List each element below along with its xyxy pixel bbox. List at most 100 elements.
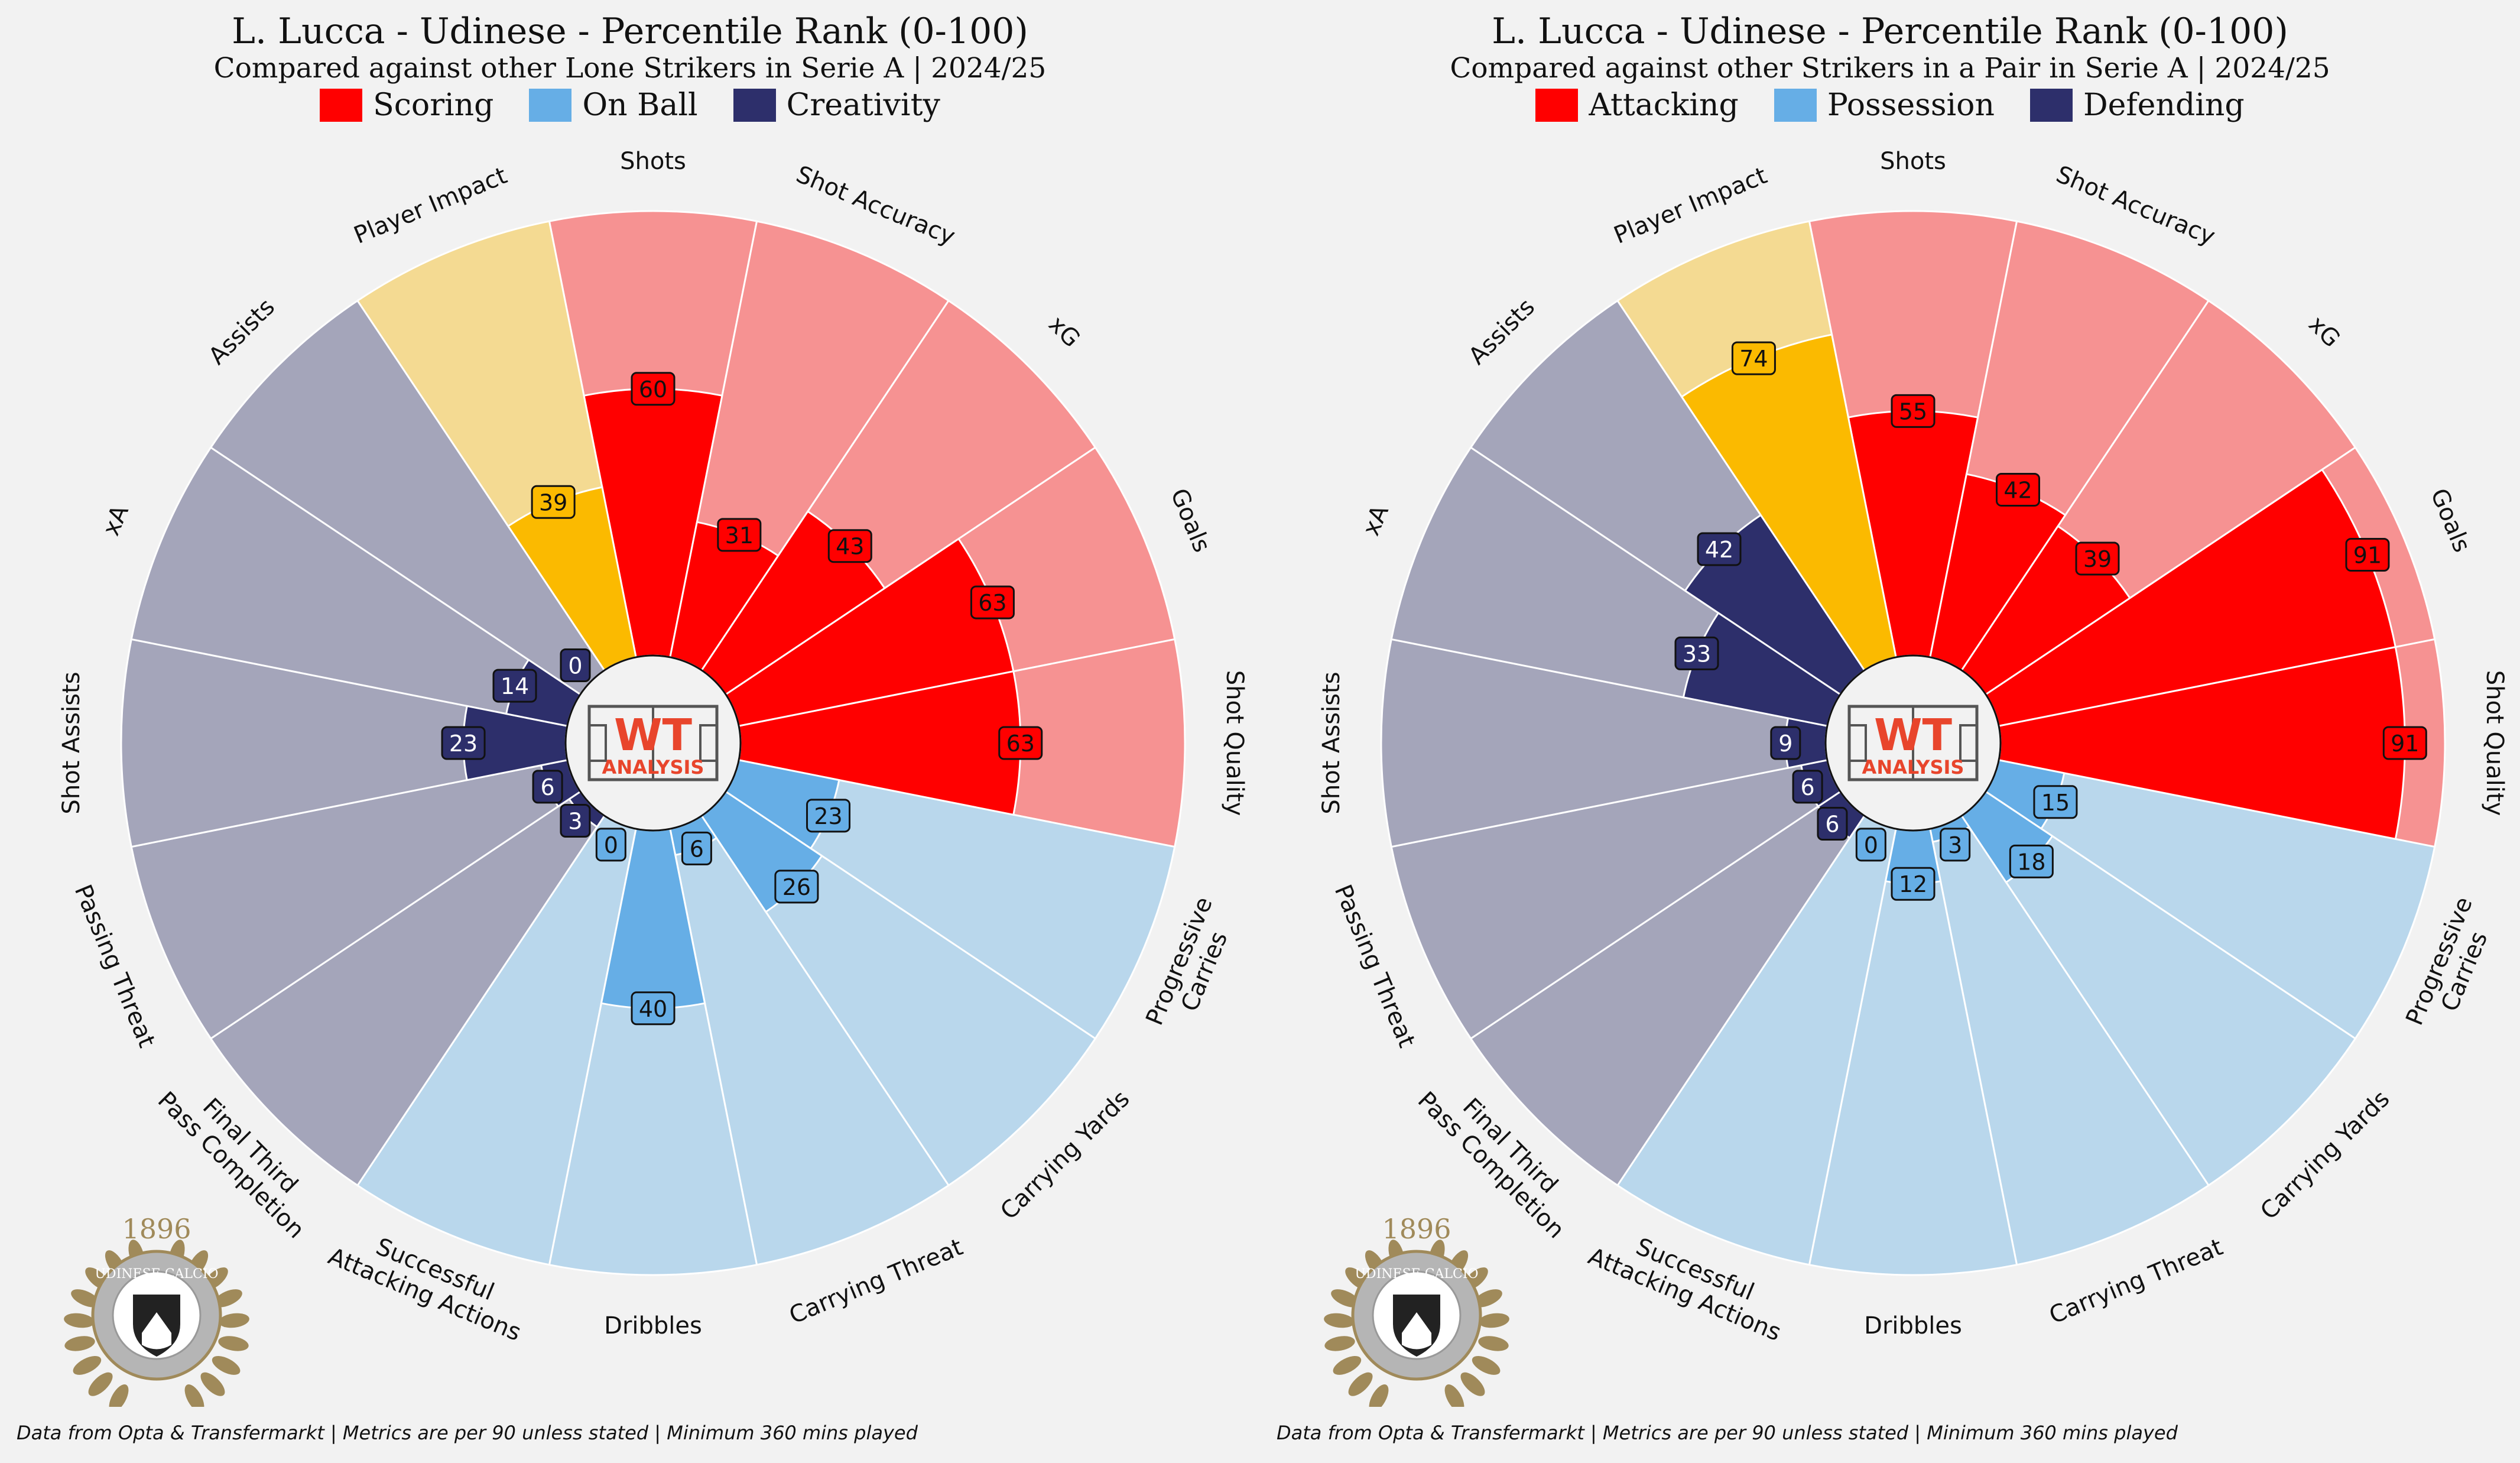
value-text: 91 [2391, 731, 2419, 757]
legend-label: On Ball [582, 87, 698, 123]
legend-item-possession: Possession [1774, 87, 1995, 123]
value-label: 91 [2345, 537, 2390, 572]
value-text: 0 [568, 653, 582, 679]
value-box [2345, 537, 2390, 572]
value-box [532, 770, 563, 804]
value-text: 18 [2017, 849, 2045, 875]
metric-label: xA [1358, 501, 1394, 539]
value-label: 60 [631, 372, 676, 406]
legend-swatch [529, 89, 572, 122]
footer-note: Data from Opta & Transfermarkt | Metrics… [1277, 1422, 2178, 1444]
value-label: 18 [2009, 844, 2054, 878]
value-box [492, 669, 537, 703]
value-text: 42 [1705, 537, 1733, 563]
metric-label: Assists [1463, 293, 1540, 370]
value-label: 63 [970, 585, 1015, 619]
legend-swatch [1774, 89, 1817, 122]
value-box [1770, 726, 1801, 760]
metric-label: xA [98, 501, 134, 539]
value-label: 23 [441, 726, 486, 760]
value-text: 23 [449, 731, 478, 757]
value-text: 26 [782, 874, 811, 900]
value-text: 0 [1864, 832, 1878, 858]
value-text: 6 [1800, 774, 1814, 800]
metric-label: Dribbles [1864, 1312, 1962, 1339]
value-label: 6 [681, 831, 712, 865]
value-text: 6 [1825, 812, 1839, 838]
value-label: 15 [2033, 785, 2078, 819]
value-box [1891, 394, 1936, 428]
value-box [531, 485, 576, 519]
legend-item-attacking: Attacking [1535, 87, 1739, 123]
logo-wordmark: ANALYSIS [1862, 756, 1964, 778]
legend: Scoring On Ball Creativity [0, 87, 1260, 123]
value-text: 55 [1899, 398, 1927, 424]
legend-label: Attacking [1589, 87, 1739, 123]
metric-label: Goals [1165, 485, 1215, 556]
logo-wordmark: ANALYSIS [602, 756, 704, 778]
legend-item-defending: Defending [2029, 87, 2245, 123]
legend-label: Scoring [373, 87, 494, 123]
logo-mark: WT [1874, 710, 1953, 761]
value-text: 42 [2003, 477, 2032, 503]
value-text: 3 [568, 809, 582, 835]
value-label: 33 [1674, 636, 1719, 670]
value-box [717, 518, 762, 552]
value-label: 0 [595, 828, 626, 862]
logo-mark: WT [614, 710, 693, 761]
value-box [806, 799, 851, 833]
value-text: 40 [639, 996, 667, 1022]
value-box [1891, 867, 1936, 901]
chart-title: L. Lucca - Udinese - Percentile Rank (0-… [232, 11, 1028, 52]
value-box [1940, 828, 1971, 862]
value-label: 31 [717, 518, 762, 552]
value-text: 31 [725, 523, 754, 549]
value-label: 43 [827, 529, 872, 563]
value-box [631, 991, 676, 1026]
radar-panel-lone-strikers: 60 31 43 63 63 23 26 6 40 0 3 6 23 14 0 39 Shots Shot Acc… [0, 11, 1260, 1444]
value-box [1792, 770, 1823, 804]
value-box [774, 870, 819, 904]
value-box [827, 529, 872, 563]
legend-swatch [1535, 89, 1579, 122]
value-box [560, 804, 591, 838]
value-label: 74 [1731, 341, 1776, 375]
value-box [2033, 785, 2078, 819]
crest-name: UDINESE CALCIO [1355, 1267, 1478, 1282]
value-label: 6 [532, 770, 563, 804]
radar-panel-strikers-in-pair: 55 42 39 91 91 15 18 3 12 0 6 6 9 33 42 74 Shots Shot Acc… [1260, 0, 2520, 1463]
legend: Attacking Possession Defending [1260, 87, 2520, 123]
value-text: 43 [836, 534, 864, 560]
value-box [1731, 341, 1776, 375]
legend-label: Defending [2083, 87, 2245, 123]
crest-year: 1896 [122, 1213, 191, 1245]
value-text: 63 [978, 590, 1006, 616]
value-text: 39 [539, 489, 567, 515]
metric-label: Goals [2425, 485, 2475, 556]
metric-label: Shot Quality [1221, 670, 1248, 816]
value-text: 91 [2353, 542, 2382, 568]
value-label: 6 [1792, 770, 1823, 804]
legend-item-creativity: Creativity [733, 87, 940, 123]
legend-swatch [733, 89, 776, 122]
value-box [1855, 828, 1886, 862]
legend-item-scoring: Scoring [320, 87, 493, 123]
value-box [1697, 532, 1742, 566]
chart-subtitle: Compared against other Strikers in a Pai… [1450, 52, 2330, 85]
crest-year: 1896 [1382, 1213, 1451, 1245]
value-text: 14 [501, 673, 529, 699]
legend-swatch [320, 89, 363, 122]
value-label: 42 [1996, 472, 2041, 507]
value-label: 0 [560, 648, 591, 682]
value-text: 60 [639, 377, 667, 403]
value-text: 6 [540, 774, 554, 800]
value-label: 3 [1940, 828, 1971, 862]
legend-label: Possession [1827, 87, 1995, 123]
footer-note: Data from Opta & Transfermarkt | Metrics… [17, 1422, 918, 1444]
legend-item-on-ball: On Ball [529, 87, 698, 123]
